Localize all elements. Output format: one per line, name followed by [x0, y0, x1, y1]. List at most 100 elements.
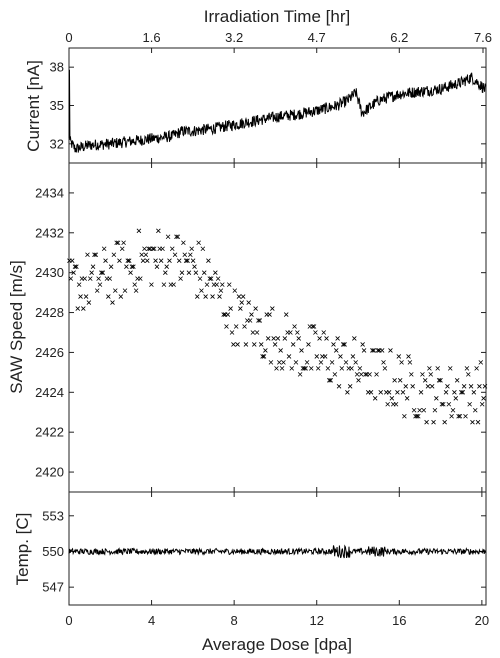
- saw-data-point: [197, 276, 203, 281]
- saw-data-point: [415, 413, 421, 419]
- saw-data-point: [314, 354, 320, 359]
- saw-data-point: [295, 330, 300, 335]
- saw-data-point: [336, 384, 342, 389]
- saw-data-point: [407, 360, 413, 365]
- saw-data-point: [374, 372, 379, 377]
- saw-data-point: [215, 276, 221, 281]
- saw-data-point: [271, 336, 276, 341]
- saw-data-point: [268, 360, 274, 365]
- temperature-panel: 547 550 553 0 4 8 12 16 20 Temp. [C]: [13, 491, 489, 628]
- saw-data-point: [276, 360, 282, 365]
- saw-data-point: [151, 246, 157, 252]
- saw-data-point: [267, 312, 272, 317]
- current-series-line: [68, 69, 487, 153]
- x-axis-label: Average Dose [dpa]: [202, 635, 352, 654]
- saw-data-point: [125, 258, 131, 263]
- saw-data-point: [210, 294, 215, 299]
- x-tick-label: 0: [65, 613, 72, 628]
- time-tick-label: 0: [65, 30, 72, 45]
- saw-data-point: [349, 366, 354, 371]
- saw-data-point: [196, 240, 201, 246]
- saw-data-point: [193, 270, 199, 275]
- saw-data-point: [178, 276, 183, 281]
- saw-data-point: [385, 401, 390, 407]
- saw-data-point: [475, 419, 481, 425]
- saw-data-point: [174, 234, 179, 240]
- time-tick-label: 7.6: [474, 30, 492, 45]
- saw-data-point: [431, 419, 436, 425]
- saw-data-point: [357, 366, 363, 371]
- current-y-label: Current [nA]: [24, 60, 43, 152]
- saw-data-point: [299, 348, 304, 353]
- saw-data-point: [322, 354, 328, 359]
- saw-data-point: [328, 378, 333, 383]
- saw-data-point: [247, 318, 253, 323]
- saw-data-point: [232, 288, 238, 293]
- saw-data-point: [283, 312, 289, 317]
- saw-data-point: [442, 419, 447, 425]
- saw-data-point: [393, 401, 399, 407]
- saw-data-point: [71, 270, 76, 275]
- time-tick-label: 4.7: [308, 30, 326, 45]
- saw-data-point: [112, 288, 118, 293]
- saw-data-point: [75, 306, 81, 311]
- saw-data-point: [477, 384, 482, 389]
- saw-data-point: [163, 270, 168, 275]
- saw-data-point: [308, 366, 314, 371]
- saw-data-point: [463, 413, 468, 419]
- saw-data-point: [87, 276, 93, 281]
- saw-data-point: [274, 366, 279, 371]
- saw-data-point: [124, 264, 129, 269]
- saw-data-point: [257, 318, 263, 323]
- saw-data-point: [213, 270, 218, 275]
- saw-data-point: [434, 396, 439, 401]
- saw-data-point: [304, 360, 310, 365]
- saw-data-point: [103, 258, 108, 263]
- saw-data-point: [85, 252, 90, 258]
- saw-data-point: [313, 330, 318, 335]
- saw-y-label: SAW Speed [m/s]: [7, 260, 26, 394]
- saw-data-point: [292, 324, 297, 329]
- saw-data-point: [242, 324, 247, 329]
- saw-data-point: [117, 258, 122, 263]
- saw-data-point: [449, 413, 454, 419]
- saw-data-point: [90, 264, 96, 269]
- saw-data-point: [368, 390, 374, 395]
- saw-data-point: [107, 276, 113, 281]
- saw-data-point: [144, 258, 150, 263]
- saw-data-point: [181, 240, 186, 246]
- saw-data-point: [302, 366, 307, 371]
- saw-data-point: [108, 264, 114, 269]
- saw-y-tick-label: 2422: [35, 425, 64, 440]
- saw-data-point: [395, 390, 400, 395]
- saw-data-point: [99, 270, 104, 275]
- saw-data-point: [379, 348, 385, 353]
- saw-data-point: [321, 330, 327, 335]
- saw-data-point: [131, 264, 136, 269]
- saw-data-point: [228, 306, 233, 311]
- saw-data-point: [175, 234, 181, 240]
- saw-data-point: [382, 366, 388, 371]
- saw-data-point: [279, 366, 285, 371]
- saw-data-point: [165, 234, 171, 240]
- saw-data-point: [239, 300, 245, 305]
- saw-y-tick-label: 2428: [35, 305, 64, 320]
- saw-y-tick-label: 2420: [35, 465, 64, 480]
- saw-data-point: [397, 378, 403, 383]
- saw-data-point: [204, 282, 210, 287]
- saw-data-point: [478, 360, 484, 365]
- saw-data-point: [185, 258, 190, 263]
- saw-data-point: [406, 354, 411, 359]
- temp-y-label: Temp. [C]: [13, 513, 32, 586]
- saw-data-point: [161, 282, 167, 287]
- saw-data-point: [310, 324, 315, 329]
- saw-data-point: [381, 360, 386, 365]
- saw-data-point: [179, 270, 185, 275]
- temp-series-line: [68, 544, 487, 559]
- saw-data-point: [452, 390, 457, 395]
- saw-data-point: [438, 378, 443, 383]
- saw-data-point: [86, 300, 92, 305]
- saw-data-point: [289, 366, 295, 371]
- x-tick-label: 12: [309, 613, 323, 628]
